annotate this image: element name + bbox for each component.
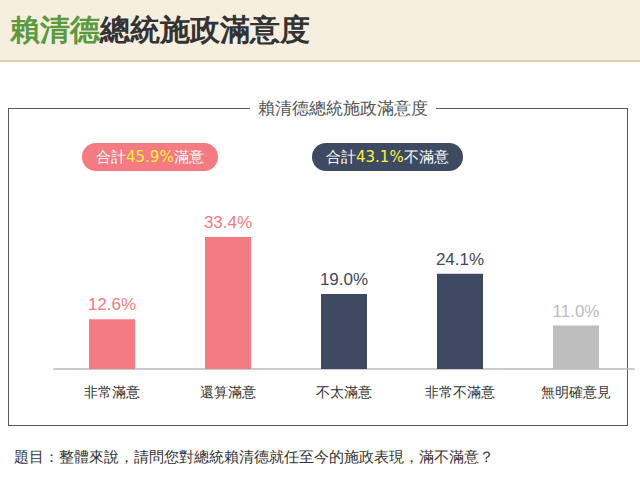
html-text:合計45.9%滿意: 合計45.9%滿意 xyxy=(96,148,204,166)
svg-text:12.6%: 12.6% xyxy=(88,295,136,314)
svg-text:還算滿意: 還算滿意 xyxy=(200,384,256,400)
html-text:賴清德總統施政滿意度: 賴清德總統施政滿意度 xyxy=(258,98,428,118)
svg-text:19.0%: 19.0% xyxy=(320,270,368,289)
svg-text:不太滿意: 不太滿意 xyxy=(316,384,372,400)
svg-text:11.0%: 11.0% xyxy=(553,302,600,321)
svg-text:非常不滿意: 非常不滿意 xyxy=(425,384,495,400)
html-text:題目：整體來說，請問您對總統賴清德就任至今的施政表現，滿不滿: 題目：整體來說，請問您對總統賴清德就任至今的施政表現，滿不滿意？ xyxy=(14,448,494,466)
svg-text:33.4%: 33.4% xyxy=(204,213,252,232)
svg-text:24.1%: 24.1% xyxy=(436,250,484,269)
svg-text:無明確意見: 無明確意見 xyxy=(541,384,611,400)
html-text:賴清德總統施政滿意度: 賴清德總統施政滿意度 xyxy=(10,12,310,47)
html-text:合計43.1%不滿意: 合計43.1%不滿意 xyxy=(326,148,449,166)
svg-text:非常滿意: 非常滿意 xyxy=(84,384,140,400)
